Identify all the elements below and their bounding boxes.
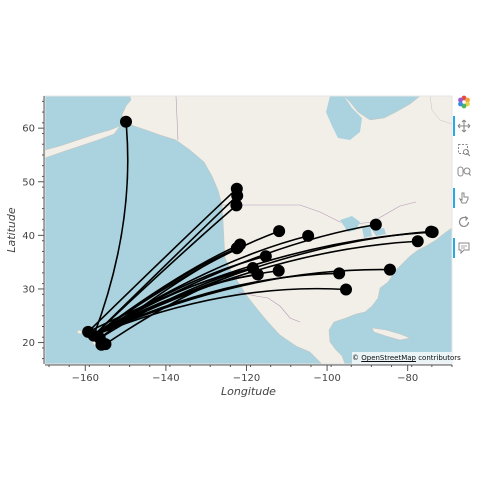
plot-toolbar [453, 92, 475, 262]
x-tick-label: −80 [397, 373, 418, 384]
destination-airport-marker[interactable] [412, 235, 424, 247]
hover-tool-button[interactable] [453, 238, 475, 258]
destination-airport-marker[interactable] [273, 225, 285, 237]
reset-icon [457, 215, 471, 229]
destination-airport-marker[interactable] [333, 267, 345, 279]
destination-airport-marker[interactable] [273, 265, 285, 277]
y-axis: 20 30 40 50 60 [22, 96, 44, 364]
box-zoom-icon [457, 143, 471, 157]
destination-airport-marker[interactable] [370, 219, 382, 231]
x-axis: −160 −140 −120 −100 −80 [45, 365, 452, 384]
y-tick-label: 60 [22, 124, 35, 135]
y-tick-label: 20 [22, 338, 35, 349]
reset-tool-button[interactable] [453, 212, 475, 232]
origin-airport-marker[interactable] [95, 339, 107, 351]
map-frame [45, 96, 452, 364]
x-axis-title: Longitude [221, 385, 276, 398]
destination-airport-marker[interactable] [252, 268, 264, 280]
destination-airport-marker[interactable] [234, 238, 246, 250]
bokeh-logo-icon[interactable] [453, 92, 475, 112]
destination-airport-marker[interactable] [427, 226, 439, 238]
pan-tool-button[interactable] [453, 116, 475, 136]
destination-airport-marker[interactable] [340, 283, 352, 295]
box-zoom-tool-button[interactable] [453, 140, 475, 160]
map-attribution: © OpenStreetMap contributors [352, 352, 452, 364]
x-tick-label: −120 [233, 373, 260, 384]
origin-airport-marker[interactable] [82, 326, 94, 338]
destination-airport-marker[interactable] [384, 264, 396, 276]
x-tick-label: −160 [72, 373, 99, 384]
y-axis-title: Latitude [5, 207, 18, 253]
y-tick-label: 50 [22, 177, 35, 188]
hover-icon [457, 241, 471, 255]
destination-airport-marker[interactable] [260, 250, 272, 262]
attribution-suffix: contributors [416, 354, 461, 362]
tap-icon [457, 191, 471, 205]
pan-icon [457, 119, 471, 133]
x-tick-label: −100 [313, 373, 340, 384]
attribution-prefix: © [352, 354, 361, 362]
y-tick-label: 30 [22, 284, 35, 295]
tap-tool-button[interactable] [453, 188, 475, 208]
openstreetmap-link[interactable]: OpenStreetMap [361, 354, 416, 362]
x-tick-label: −140 [152, 373, 179, 384]
y-tick-label: 40 [22, 231, 35, 242]
destination-airport-marker[interactable] [231, 183, 243, 195]
wheel-zoom-tool-button[interactable] [453, 162, 475, 182]
wheel-zoom-icon [457, 165, 471, 179]
destination-airport-marker[interactable] [302, 230, 314, 242]
destination-airport-marker[interactable] [120, 116, 132, 128]
destination-airport-marker[interactable] [230, 199, 242, 211]
